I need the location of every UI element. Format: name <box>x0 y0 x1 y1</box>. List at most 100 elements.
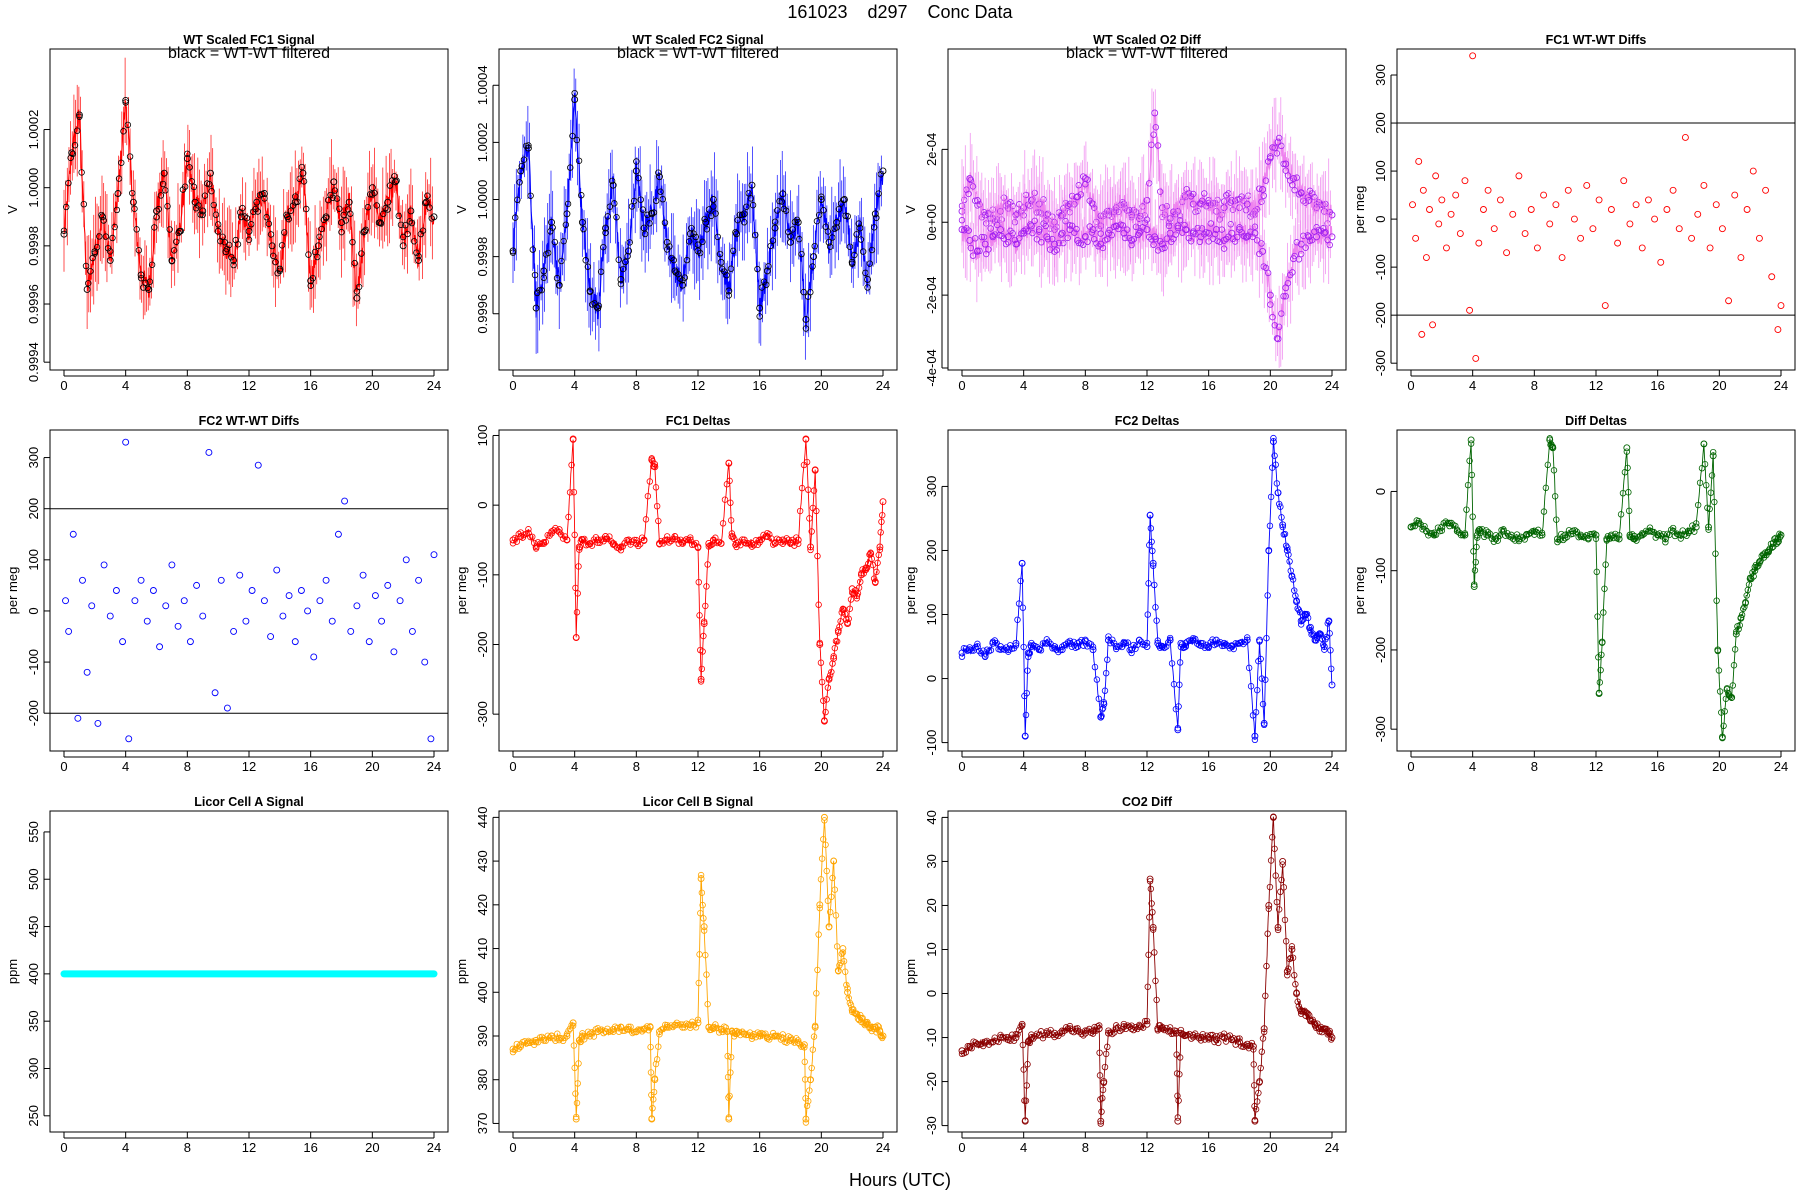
data-point <box>611 200 618 207</box>
data-point <box>679 540 687 547</box>
data-point <box>1176 681 1183 688</box>
data-point <box>424 192 431 199</box>
data-point <box>563 1030 571 1038</box>
data-point <box>1004 646 1012 654</box>
data-point <box>1187 238 1195 245</box>
data-point <box>1275 134 1283 142</box>
data-point <box>636 540 644 548</box>
data-point <box>1320 643 1328 650</box>
data-point <box>1442 518 1449 525</box>
x-tick-label: 8 <box>633 1140 640 1155</box>
data-point <box>1265 902 1273 909</box>
data-point <box>1058 211 1066 219</box>
data-point <box>976 201 983 208</box>
y-tick-label: 200 <box>924 540 939 562</box>
data-point <box>811 1023 819 1031</box>
data-point <box>1452 191 1460 199</box>
data-point <box>157 192 165 199</box>
data-point <box>1112 643 1120 650</box>
data-point <box>1511 537 1519 544</box>
data-point <box>1281 916 1289 924</box>
data-point <box>733 540 740 547</box>
data-point <box>655 169 662 176</box>
data-point <box>870 575 878 582</box>
data-point <box>978 233 986 241</box>
x-tick-label: 8 <box>1531 759 1538 774</box>
data-point <box>390 648 398 656</box>
data-point <box>322 213 330 221</box>
y-tick-label: 0.9996 <box>26 284 41 324</box>
data-point <box>1245 664 1253 672</box>
data-point <box>597 268 605 275</box>
data-point <box>1259 186 1267 193</box>
data-point <box>575 157 583 164</box>
data-point <box>1753 563 1761 570</box>
data-point <box>864 276 872 283</box>
data-point <box>1306 1012 1313 1019</box>
data-point <box>1066 639 1074 647</box>
data-point <box>1053 246 1060 254</box>
data-point <box>800 1041 808 1049</box>
chart-title: FC1 Deltas <box>666 414 731 428</box>
x-tick-label: 12 <box>691 759 705 774</box>
data-point <box>679 281 687 289</box>
data-point <box>531 271 539 279</box>
data-point <box>637 196 644 203</box>
data-point <box>829 874 836 882</box>
data-point <box>756 1032 764 1040</box>
data-point <box>1474 534 1481 541</box>
data-point <box>291 198 299 206</box>
data-point <box>1453 527 1461 535</box>
data-point <box>1278 876 1285 884</box>
data-point <box>1197 200 1205 208</box>
data-point <box>1297 189 1305 197</box>
data-point <box>162 602 170 610</box>
data-point <box>69 150 77 158</box>
data-point <box>725 287 733 295</box>
data-point <box>525 142 532 149</box>
data-point <box>303 205 310 213</box>
data-point <box>775 1033 783 1040</box>
data-point <box>573 609 581 616</box>
data-point <box>1698 465 1706 472</box>
data-point <box>551 238 559 246</box>
data-point <box>816 641 824 648</box>
data-point <box>1035 1031 1043 1039</box>
data-point <box>820 717 828 725</box>
data-point <box>1552 201 1560 209</box>
chart-title: Licor Cell B Signal <box>643 795 753 809</box>
data-point <box>1473 543 1480 551</box>
data-point <box>129 198 137 206</box>
data-point <box>754 265 761 273</box>
data-point <box>1197 639 1205 647</box>
data-point <box>1464 481 1472 489</box>
data-point <box>1479 526 1486 533</box>
data-point <box>877 529 884 536</box>
data-point <box>1743 206 1751 213</box>
y-tick-label: 0.9994 <box>26 342 41 382</box>
data-point <box>801 1058 808 1066</box>
data-point <box>287 207 295 214</box>
y-tick-label: 420 <box>475 894 490 916</box>
data-point <box>532 1036 540 1044</box>
data-point <box>647 1069 655 1076</box>
data-point <box>107 248 114 255</box>
data-point <box>1024 649 1032 657</box>
data-point <box>811 242 818 250</box>
x-tick-label: 16 <box>303 759 317 774</box>
data-point <box>570 488 578 496</box>
data-point <box>1287 954 1294 962</box>
data-point <box>516 179 523 186</box>
data-point <box>1597 666 1604 674</box>
data-point <box>1251 1117 1259 1125</box>
data-point <box>566 489 574 496</box>
data-point <box>779 1031 786 1038</box>
data-point <box>74 127 81 134</box>
data-point <box>1470 548 1477 555</box>
data-point <box>613 214 620 221</box>
data-point <box>1267 301 1274 308</box>
data-point <box>1285 551 1292 558</box>
data-point <box>1247 228 1254 235</box>
data-point <box>351 259 358 267</box>
x-tick-label: 24 <box>427 759 441 774</box>
